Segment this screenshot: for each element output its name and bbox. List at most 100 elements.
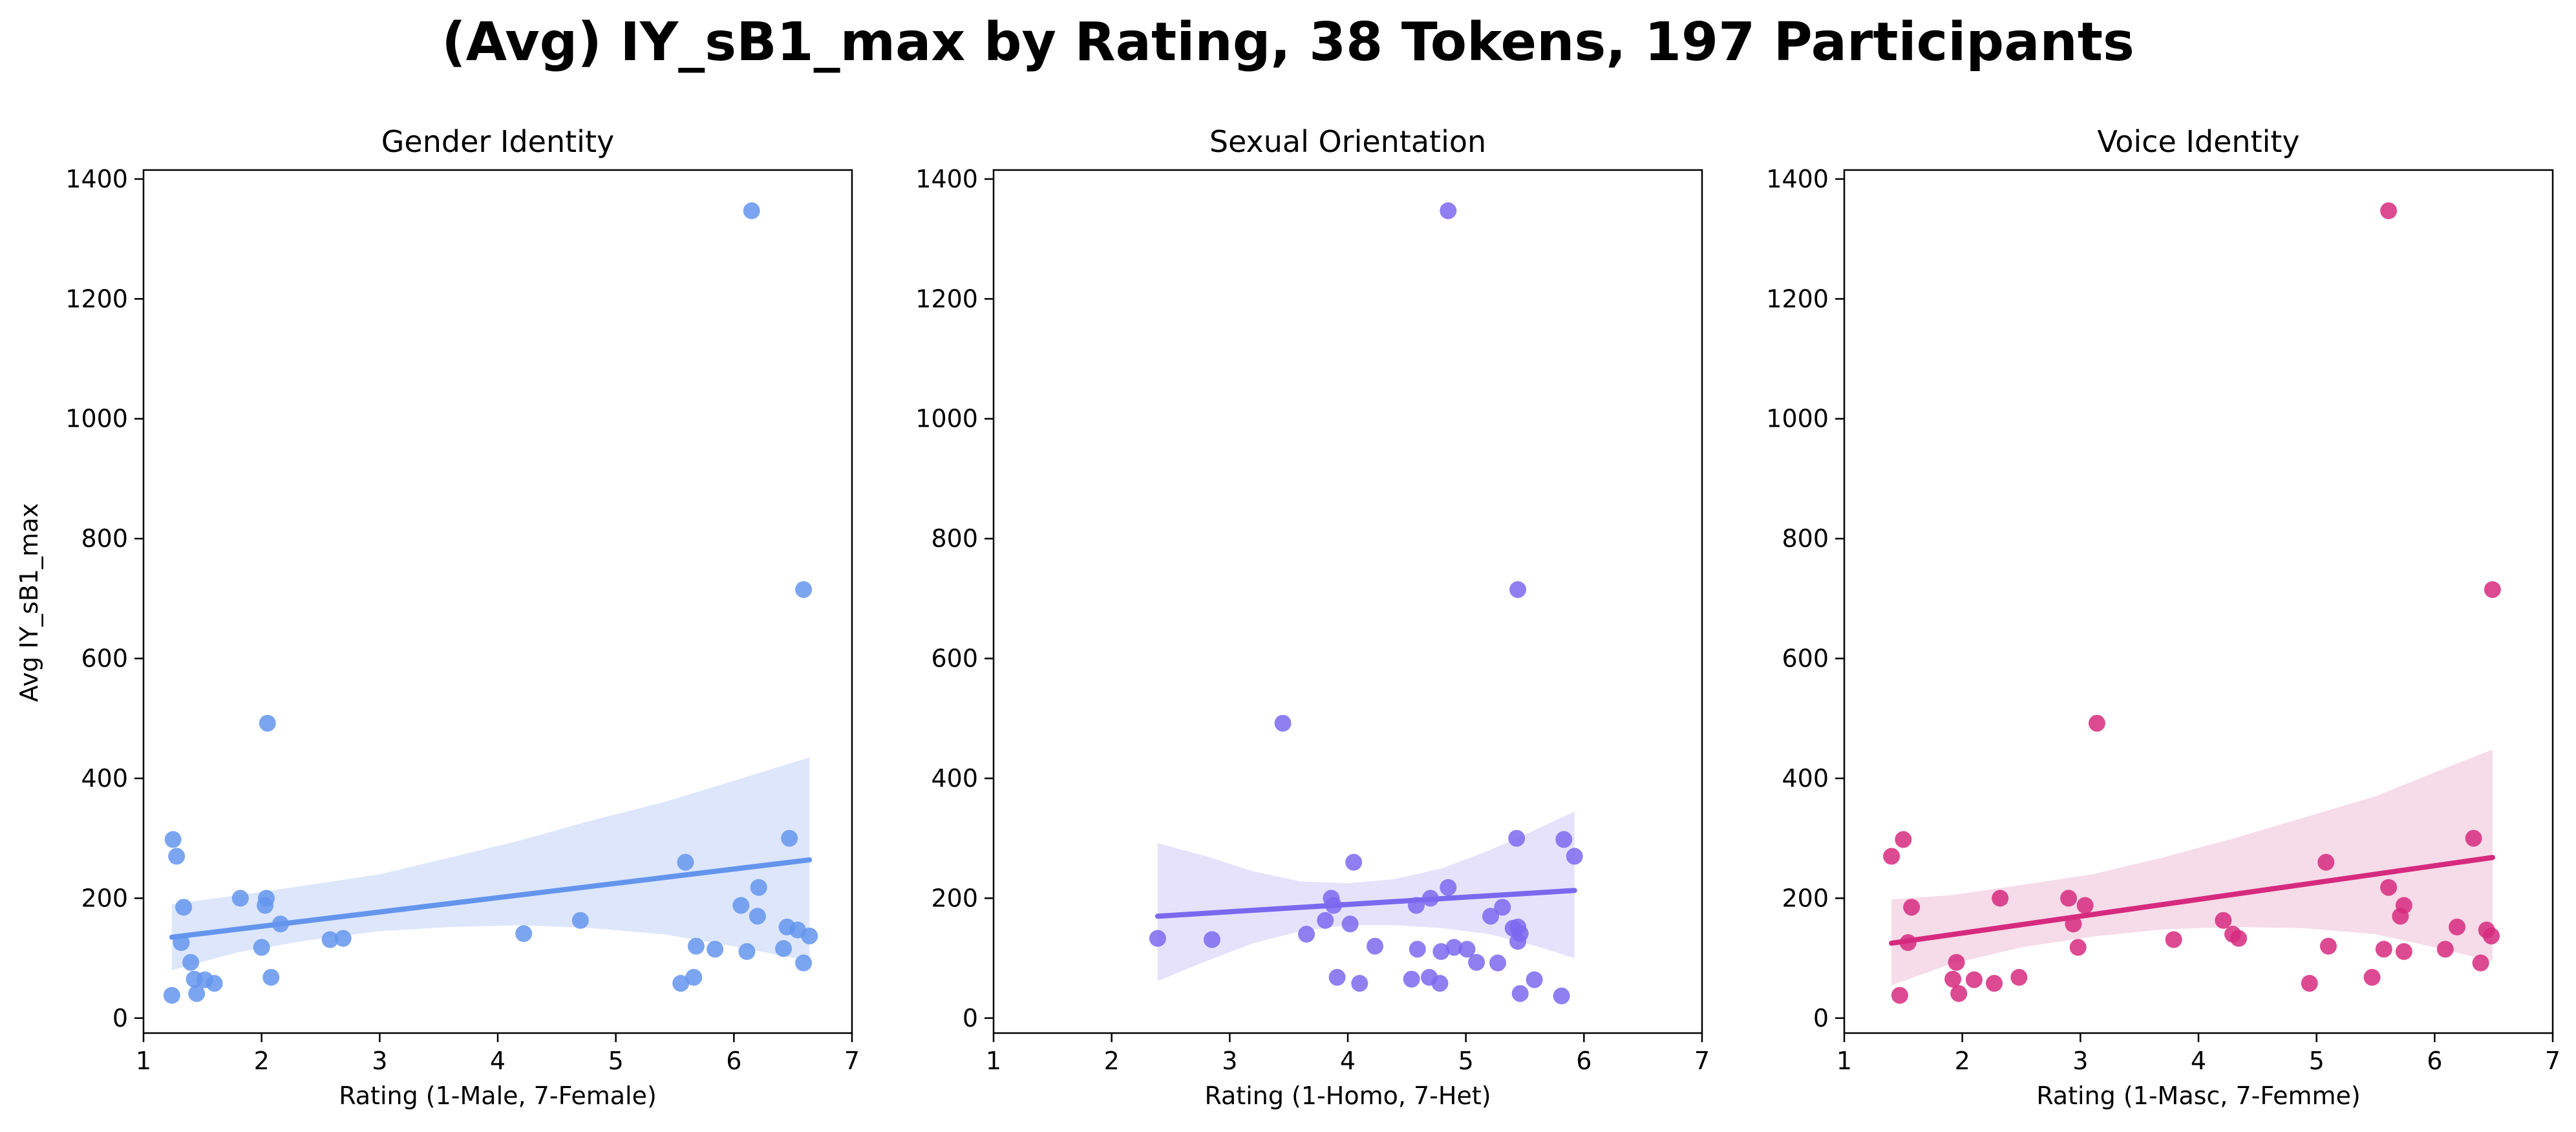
data-point <box>2380 879 2398 896</box>
confidence-band <box>1891 749 2493 985</box>
data-point <box>175 899 193 916</box>
x-tick-label: 6 <box>726 1047 741 1075</box>
data-point <box>2230 930 2248 947</box>
y-tick-label: 1200 <box>65 284 128 313</box>
data-point <box>2465 829 2482 847</box>
data-point <box>732 897 750 914</box>
data-point <box>1351 975 1368 992</box>
data-point <box>164 831 182 848</box>
x-tick-label: 4 <box>1340 1047 1356 1075</box>
y-tick-label: 1400 <box>1766 165 1829 193</box>
x-tick-label: 1 <box>136 1047 151 1075</box>
data-point <box>515 925 533 943</box>
data-point <box>2483 927 2500 945</box>
data-point <box>2449 918 2466 935</box>
data-point <box>2375 941 2392 958</box>
x-tick-label: 5 <box>1458 1047 1474 1075</box>
data-point <box>2395 943 2412 960</box>
data-point <box>262 968 280 986</box>
data-point <box>253 939 270 956</box>
data-point <box>781 829 798 847</box>
panel-1: 1 2 3 4 5 6 7 0 200 400 600 800 1000 1200 1400 Gender I… <box>65 124 860 1110</box>
x-axis-label: Rating (1-Male, 7-Female) <box>339 1082 657 1110</box>
data-point <box>1203 931 1220 948</box>
data-point <box>1328 968 1346 986</box>
x-tick-label: 5 <box>608 1047 624 1075</box>
data-point <box>1508 829 1526 847</box>
data-point <box>1965 971 1983 988</box>
data-point <box>334 930 352 947</box>
data-point <box>2076 897 2094 914</box>
y-tick-label: 800 <box>1782 524 1829 553</box>
data-point <box>1468 954 1485 971</box>
x-tick-label: 2 <box>1104 1047 1120 1075</box>
data-point <box>1891 987 1908 1004</box>
data-point <box>1440 202 1457 220</box>
x-tick-label: 3 <box>1222 1047 1237 1075</box>
data-point <box>743 202 760 220</box>
data-point <box>2060 890 2078 907</box>
data-point <box>1511 925 1529 943</box>
regression-line <box>1889 855 2495 946</box>
data-point <box>2301 975 2318 992</box>
y-tick-label: 400 <box>81 764 128 793</box>
data-point <box>795 581 813 598</box>
y-tick-label: 200 <box>1782 884 1829 912</box>
y-tick-label: 1200 <box>915 284 978 313</box>
panel-2: 1 2 3 4 5 6 7 0 200 400 600 800 1000 1200 1400 Sexual O… <box>915 124 1710 1110</box>
data-point <box>188 985 206 1002</box>
data-point <box>1992 890 2009 907</box>
data-point <box>2010 968 2028 986</box>
data-point <box>1555 831 1573 848</box>
y-tick-label: 600 <box>81 645 128 673</box>
panel-title: Sexual Orientation <box>1209 124 1486 159</box>
x-tick-label: 1 <box>986 1047 1001 1075</box>
data-point <box>2380 202 2398 220</box>
data-point <box>1950 985 1968 1002</box>
y-tick-label: 600 <box>1782 645 1829 673</box>
data-point <box>259 714 276 732</box>
data-point <box>2363 968 2381 986</box>
x-tick-label: 7 <box>2545 1047 2560 1075</box>
data-point <box>677 853 694 871</box>
data-point <box>1985 975 2003 992</box>
data-point <box>1566 848 1583 865</box>
confidence-band <box>171 757 810 970</box>
y-tick-label: 0 <box>963 1004 978 1032</box>
data-point <box>1526 971 1543 988</box>
data-point <box>2319 937 2337 955</box>
data-point <box>182 954 200 971</box>
data-point <box>1511 985 1529 1002</box>
panel-title: Voice Identity <box>2097 124 2299 159</box>
data-point <box>1494 899 1511 916</box>
x-tick-label: 7 <box>1694 1047 1710 1075</box>
data-point <box>1298 926 1315 943</box>
data-point <box>687 937 705 955</box>
data-point <box>738 943 756 960</box>
data-point <box>1403 970 1420 988</box>
x-tick-label: 3 <box>372 1047 387 1075</box>
panel-title: Gender Identity <box>381 124 614 159</box>
chart-title: (Avg) IY_sB1_max by Rating, 38 Tokens, 1… <box>442 12 2134 73</box>
data-point <box>750 879 767 896</box>
panel-3: 1 2 3 4 5 6 7 0 200 400 600 800 1000 1200 1400 Voice Id… <box>1766 124 2560 1110</box>
x-tick-label: 1 <box>1836 1047 1852 1075</box>
y-tick-label: 800 <box>81 524 128 553</box>
data-point <box>163 987 180 1004</box>
data-point <box>2069 939 2087 956</box>
data-point <box>707 941 724 958</box>
x-tick-label: 6 <box>2427 1047 2442 1075</box>
data-point <box>1883 848 1900 865</box>
data-point <box>1944 970 1962 988</box>
data-point <box>231 890 249 907</box>
data-point <box>775 940 793 957</box>
data-point <box>2472 954 2489 972</box>
y-axis-label: Avg IY_sB1_max <box>15 503 43 702</box>
regression-line <box>1155 888 1577 919</box>
data-point <box>1482 908 1500 925</box>
data-point <box>2215 912 2232 929</box>
data-point <box>1458 941 1476 958</box>
data-point <box>1367 937 1384 955</box>
data-point <box>2395 897 2412 914</box>
